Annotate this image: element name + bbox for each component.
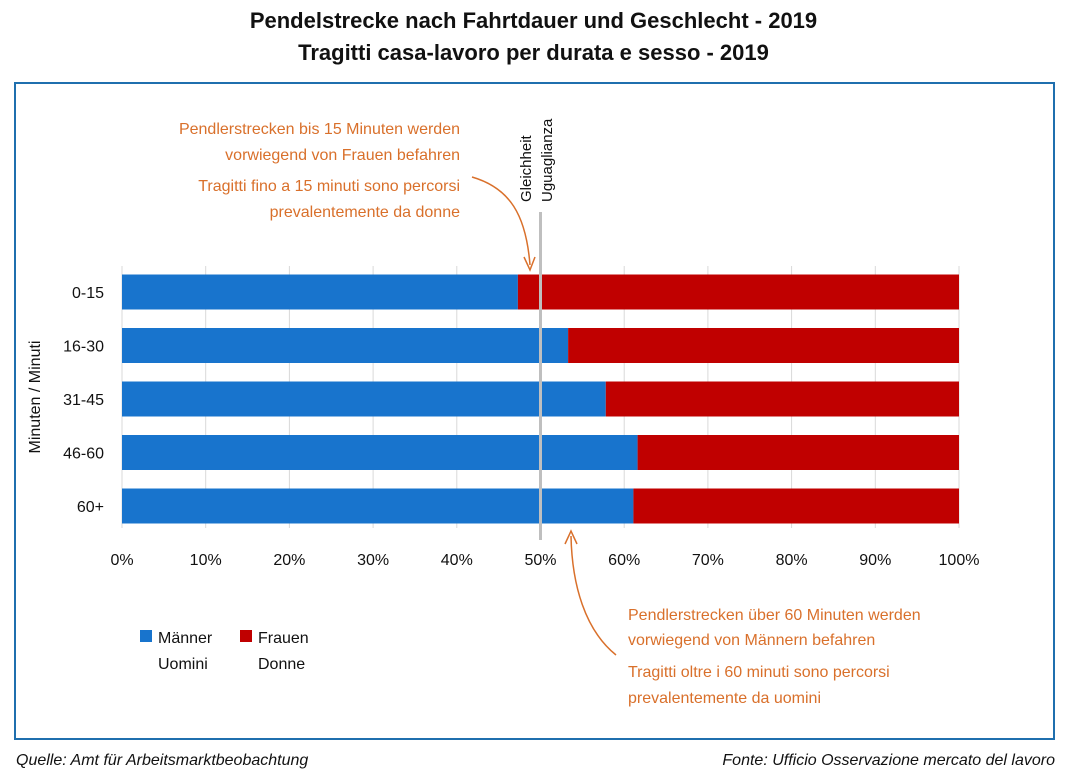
bar-men-46-60 [122,435,638,470]
annotation-bottom-line: Tragitti oltre i 60 minuti sono percorsi [628,664,890,681]
category-label: 46-60 [63,446,104,463]
bar-women-31-45 [605,381,959,417]
x-tick-label: 0% [110,552,133,569]
annotation-bottom-arrowhead [564,529,578,545]
x-tick-label: 20% [273,552,305,569]
category-label: 16-30 [63,339,104,356]
x-tick-label: 70% [692,552,724,569]
chart-title-de: Pendelstrecke nach Fahrtdauer und Geschl… [249,8,818,33]
annotation-top-line: vorwiegend von Frauen befahren [225,147,460,164]
legend-label-de: Männer [158,630,213,647]
x-tick-label: 60% [608,552,640,569]
bar-women-0-15 [517,274,959,310]
annotation-bottom-line: vorwiegend von Männern befahren [628,632,875,649]
annotation-bottom-arrow [570,535,617,656]
legend-swatch-men [140,630,152,642]
x-tick-label: 40% [441,552,473,569]
category-label: 0-15 [72,285,104,302]
legend-swatch-women [240,630,252,642]
annotation-top-arrowhead [523,256,536,272]
bar-men-0-15 [122,274,518,310]
x-tick-label: 90% [859,552,891,569]
chart-title-it: Tragitti casa-lavoro per durata e sesso … [298,40,769,65]
equality-label-it: Uguaglianza [539,118,556,202]
annotation-bottom-line: prevalentemente da uomini [628,690,821,707]
source-de: Quelle: Amt für Arbeitsmarktbeobachtung [16,752,309,769]
legend-label-it: Uomini [158,656,208,673]
x-tick-label: 80% [776,552,808,569]
x-tick-label: 30% [357,552,389,569]
legend-label-it: Donne [258,656,305,673]
chart-frame [14,82,1055,740]
bar-men-31-45 [122,381,606,417]
legend-label-de: Frauen [258,630,309,647]
x-tick-label: 10% [190,552,222,569]
category-label: 31-45 [63,392,104,409]
bar-women-16-30 [568,328,959,363]
x-tick-label: 50% [524,552,556,569]
chart-svg: 0-15 16-30 31-45 46-60 60+ 0% 10% 20% 30% 40% 50% 6… [27,118,980,707]
y-axis-label: Minuten / Minuti [27,341,44,454]
source-it: Fonte: Ufficio Osservazione mercato del … [722,752,1055,769]
bar-women-46-60 [637,435,959,470]
bar-women-60+ [633,488,959,524]
annotation-top-line: Pendlerstrecken bis 15 Minuten werden [179,121,460,138]
x-tick-label: 100% [939,552,980,569]
bar-men-60+ [122,488,634,524]
equality-label-de: Gleichheit [518,134,535,202]
annotation-top-arrow [471,176,531,266]
category-label: 60+ [77,499,104,516]
bar-men-16-30 [122,328,569,363]
annotation-bottom-line: Pendlerstrecken über 60 Minuten werden [628,607,921,624]
annotation-top-line: prevalentemente da donne [270,204,460,221]
annotation-top-line: Tragitti fino a 15 minuti sono percorsi [198,178,460,195]
